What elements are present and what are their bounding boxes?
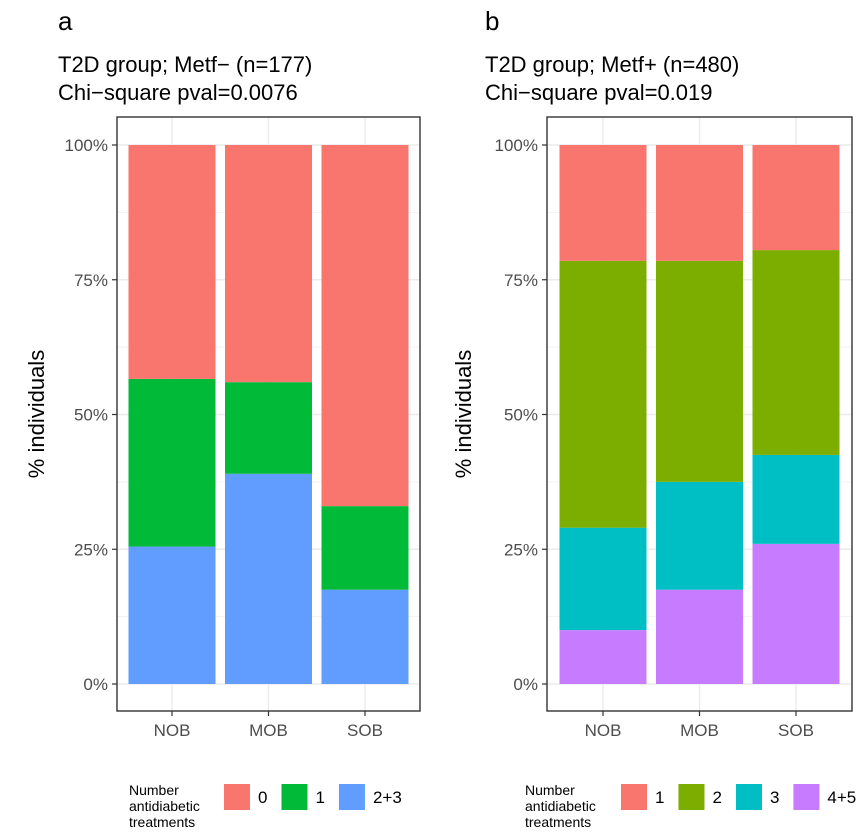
chart-title-line: T2D group; Metf− (n=177): [58, 52, 312, 77]
bar-segment: [656, 260, 743, 482]
legend-title-line: treatments: [525, 814, 591, 830]
legend-key: [793, 784, 820, 810]
y-tick-label: 50%: [74, 406, 108, 425]
legend-title-line: antidiabetic: [525, 798, 596, 814]
legend-label: 1: [315, 788, 324, 807]
chart-panel-a: a T2D group; Metf− (n=177) Chi−square pval…: [24, 6, 421, 830]
y-tick-label: 25%: [504, 540, 538, 559]
chart-title-line: Chi−square pval=0.019: [485, 80, 713, 105]
x-tick-label: SOB: [347, 721, 383, 740]
bar-segment: [128, 378, 216, 547]
y-tick-label: 75%: [74, 271, 108, 290]
legend-label: 2: [712, 788, 721, 807]
bar-segment: [752, 145, 840, 251]
panel-letter: b: [485, 6, 499, 36]
y-tick-label: 25%: [74, 540, 108, 559]
bar-segment: [225, 473, 312, 684]
chart-title-line: T2D group; Metf+ (n=480): [485, 52, 739, 77]
legend-key: [224, 784, 250, 810]
legend-title-line: Number: [129, 782, 179, 798]
bar-segment: [752, 454, 840, 544]
bar-segment: [656, 589, 743, 684]
bar-segment: [128, 546, 216, 684]
bar-segment: [321, 506, 409, 590]
bar-segment: [321, 589, 409, 684]
panel-letter: a: [58, 6, 73, 36]
x-tick-label: MOB: [249, 721, 288, 740]
y-axis-title: % individuals: [24, 350, 49, 478]
bar-segment: [559, 630, 647, 684]
legend-label: 1: [655, 788, 664, 807]
y-tick-label: 100%: [65, 136, 108, 155]
y-tick-label: 75%: [504, 271, 538, 290]
legend-title-line: Number: [525, 782, 575, 798]
y-tick-label: 100%: [495, 136, 538, 155]
legend-label: 2+3: [373, 788, 402, 807]
y-axis-title: % individuals: [451, 350, 476, 478]
x-tick-label: SOB: [778, 721, 814, 740]
y-tick-label: 0%: [513, 675, 538, 694]
bar-segment: [656, 481, 743, 590]
bar-segment: [321, 145, 409, 507]
bar-segment: [752, 543, 840, 684]
bar-segment: [559, 527, 647, 631]
legend-key: [338, 784, 365, 810]
y-tick-label: 0%: [83, 675, 108, 694]
legend-title-line: antidiabetic: [129, 798, 200, 814]
legend-key: [281, 784, 308, 810]
legend-title-line: treatments: [129, 814, 195, 830]
legend-label: 0: [258, 788, 267, 807]
chart-panel-b: b T2D group; Metf+ (n=480) Chi−square pval…: [451, 6, 856, 830]
bar-segment: [752, 250, 840, 455]
legend-key: [621, 784, 647, 810]
legend-key: [678, 784, 705, 810]
legend-label: 4+5: [827, 788, 856, 807]
bar-segment: [225, 382, 312, 474]
x-tick-label: NOB: [585, 721, 622, 740]
legend-key: [735, 784, 762, 810]
bar-segment: [225, 145, 312, 383]
bar-segment: [559, 145, 647, 261]
y-tick-label: 50%: [504, 406, 538, 425]
x-tick-label: MOB: [680, 721, 719, 740]
bar-segment: [656, 145, 743, 261]
legend-label: 3: [770, 788, 779, 807]
x-tick-label: NOB: [154, 721, 191, 740]
bars: [128, 145, 409, 684]
chart-title-line: Chi−square pval=0.0076: [58, 80, 298, 105]
bars: [559, 145, 840, 684]
bar-segment: [128, 145, 216, 379]
bar-segment: [559, 260, 647, 528]
